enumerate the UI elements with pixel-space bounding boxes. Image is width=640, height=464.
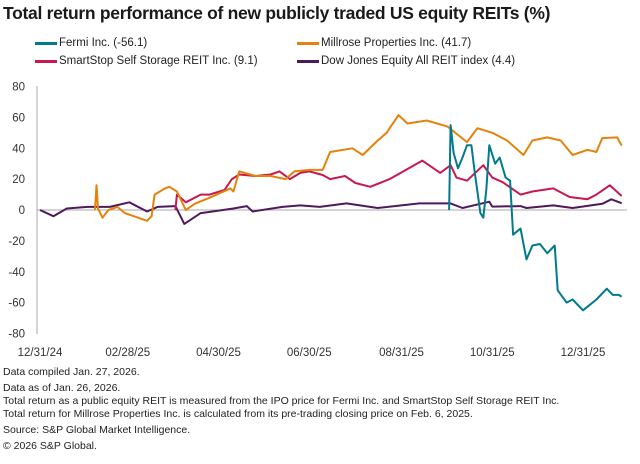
x-tick-label: 08/31/25 xyxy=(379,347,424,359)
legend-label: Fermi Inc. (-56.1) xyxy=(59,37,148,49)
footer-compiled: Data compiled Jan. 27, 2026. xyxy=(3,366,140,378)
y-tick-label: -80 xyxy=(8,329,25,341)
footer-copyright: © 2026 S&P Global. xyxy=(3,440,97,452)
x-tick-label: 02/28/25 xyxy=(105,347,150,359)
footer-note-1: Total return as a public equity REIT is … xyxy=(3,395,560,407)
x-axis: 12/31/24 02/28/25 04/30/25 06/30/25 08/31/25… xyxy=(18,347,606,359)
y-tick-label: 0 xyxy=(19,205,25,217)
legend-label: Millrose Properties Inc. (41.7) xyxy=(321,37,472,49)
x-tick-label: 04/30/25 xyxy=(196,347,241,359)
footer-source: Source: S&P Global Market Intelligence. xyxy=(3,424,191,436)
y-tick-label: -20 xyxy=(8,236,25,248)
legend-swatch xyxy=(35,59,57,63)
footer-notes: Data compiled Jan. 27, 2026. Data as of … xyxy=(3,366,559,453)
legend-swatch xyxy=(297,59,319,63)
series-line-millrose xyxy=(94,114,623,222)
legend-item-fermi: Fermi Inc. (-56.1) xyxy=(35,37,147,49)
footer-note-2: Total return for Millrose Properties Inc… xyxy=(3,408,473,420)
series-line-dow-jones xyxy=(39,198,623,225)
series-line-fermi xyxy=(448,124,623,312)
x-tick-label: 12/31/25 xyxy=(561,347,606,359)
legend-item-millrose: Millrose Properties Inc. (41.7) xyxy=(297,37,471,49)
x-tick-label: 10/31/25 xyxy=(470,347,515,359)
y-axis: 80 60 40 20 0 -20 -40 -60 -80 xyxy=(8,82,25,341)
x-tick-label: 12/31/24 xyxy=(18,347,63,359)
series-line-smartstop xyxy=(174,159,623,211)
chart-title: Total return performance of new publicly… xyxy=(3,3,551,23)
legend-label: SmartStop Self Storage REIT Inc. (9.1) xyxy=(59,55,258,67)
legend-swatch xyxy=(297,41,319,45)
footer-as-of: Data as of Jan. 26, 2026. xyxy=(3,382,121,394)
y-tick-label: 40 xyxy=(12,143,25,155)
legend-item-dow-jones: Dow Jones Equity All REIT index (4.4) xyxy=(297,55,515,67)
y-tick-label: 20 xyxy=(12,174,25,186)
y-tick-label: 60 xyxy=(12,112,25,124)
y-tick-label: -40 xyxy=(8,267,25,279)
series-lines xyxy=(39,114,623,312)
x-tick-label: 06/30/25 xyxy=(287,347,332,359)
y-tick-label: -60 xyxy=(8,298,25,310)
y-tick-label: 80 xyxy=(12,82,25,94)
legend-item-smartstop: SmartStop Self Storage REIT Inc. (9.1) xyxy=(35,55,258,67)
legend-label: Dow Jones Equity All REIT index (4.4) xyxy=(321,55,516,67)
legend-swatch xyxy=(35,41,57,45)
